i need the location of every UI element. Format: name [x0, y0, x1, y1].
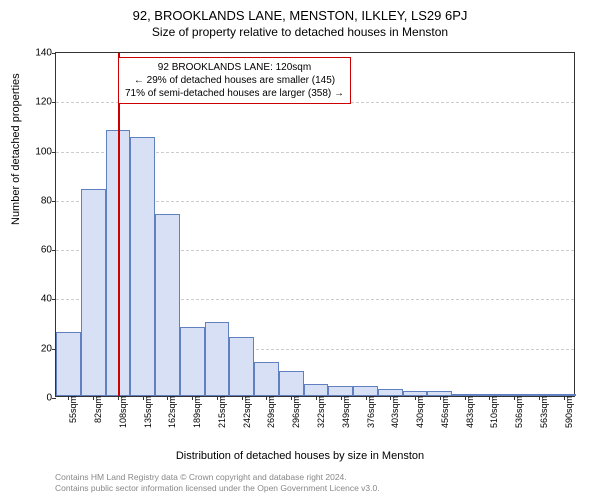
x-tick-label: 108sqm — [116, 396, 128, 428]
x-tick-label: 536sqm — [512, 396, 524, 428]
histogram-bar — [353, 386, 378, 396]
y-tick-label: 100 — [35, 146, 56, 157]
x-tick-label: 376sqm — [364, 396, 376, 428]
x-tick-label: 296sqm — [289, 396, 301, 428]
footer-attribution: Contains HM Land Registry data © Crown c… — [55, 472, 380, 494]
x-tick-label: 215sqm — [215, 396, 227, 428]
annotation-box: 92 BROOKLANDS LANE: 120sqm← 29% of detac… — [118, 57, 351, 104]
reference-line — [118, 53, 120, 396]
x-tick-label: 456sqm — [438, 396, 450, 428]
x-tick-label: 590sqm — [562, 396, 574, 428]
x-tick-label: 403sqm — [388, 396, 400, 428]
x-tick-label: 82sqm — [91, 396, 103, 423]
x-tick-label: 162sqm — [165, 396, 177, 428]
histogram-bar — [81, 189, 106, 396]
y-axis-label: Number of detached properties — [10, 73, 22, 225]
histogram-bar — [328, 386, 353, 396]
chart-subtitle: Size of property relative to detached ho… — [0, 23, 600, 39]
x-tick-label: 349sqm — [339, 396, 351, 428]
histogram-bar — [155, 214, 180, 396]
histogram-bar — [378, 389, 403, 396]
y-tick-label: 40 — [41, 294, 56, 305]
x-tick-label: 430sqm — [413, 396, 425, 428]
annotation-line1: 92 BROOKLANDS LANE: 120sqm — [125, 61, 344, 74]
y-tick-label: 60 — [41, 245, 56, 256]
y-tick-label: 20 — [41, 343, 56, 354]
histogram-bar — [130, 137, 155, 396]
x-tick-label: 242sqm — [240, 396, 252, 428]
chart-title: 92, BROOKLANDS LANE, MENSTON, ILKLEY, LS… — [0, 0, 600, 23]
y-tick-label: 80 — [41, 195, 56, 206]
histogram-bar — [205, 322, 230, 396]
x-tick-label: 269sqm — [264, 396, 276, 428]
y-tick-label: 120 — [35, 97, 56, 108]
y-tick-label: 0 — [46, 393, 56, 404]
histogram-bar — [56, 332, 81, 396]
footer-line1: Contains HM Land Registry data © Crown c… — [55, 472, 380, 483]
y-tick-label: 140 — [35, 48, 56, 59]
x-tick-label: 135sqm — [141, 396, 153, 428]
annotation-line3: 71% of semi-detached houses are larger (… — [125, 87, 344, 100]
histogram-bar — [304, 384, 329, 396]
x-tick-label: 189sqm — [190, 396, 202, 428]
x-tick-label: 55sqm — [66, 396, 78, 423]
histogram-bar — [254, 362, 279, 397]
x-tick-label: 563sqm — [537, 396, 549, 428]
x-axis-label: Distribution of detached houses by size … — [0, 450, 600, 462]
histogram-bar — [279, 371, 304, 396]
x-tick-label: 483sqm — [463, 396, 475, 428]
x-tick-label: 322sqm — [314, 396, 326, 428]
histogram-bar — [229, 337, 254, 396]
plot-area: 02040608010012014055sqm82sqm108sqm135sqm… — [55, 52, 575, 397]
annotation-line2: ← 29% of detached houses are smaller (14… — [125, 74, 344, 87]
histogram-bar — [180, 327, 205, 396]
footer-line2: Contains public sector information licen… — [55, 483, 380, 494]
chart-container: 92, BROOKLANDS LANE, MENSTON, ILKLEY, LS… — [0, 0, 600, 500]
x-tick-label: 510sqm — [487, 396, 499, 428]
